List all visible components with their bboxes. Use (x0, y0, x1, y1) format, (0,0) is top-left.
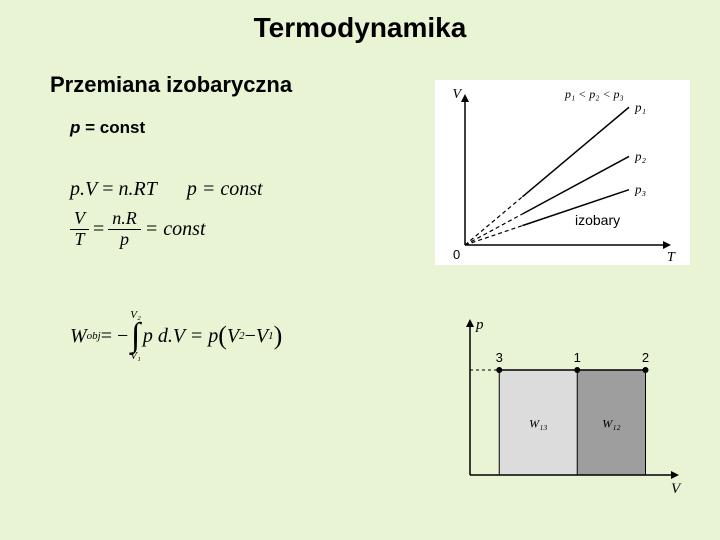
svg-text:2: 2 (642, 350, 649, 365)
svg-text:T: T (667, 250, 676, 265)
svg-text:V: V (452, 87, 462, 102)
frac-nr-p: n.R p (108, 209, 141, 250)
svg-text:V: V (671, 481, 682, 497)
equation-block: p.V = n.RT p = const V T = n.R p = const (70, 178, 263, 258)
eq3: V T = n.R p = const (70, 209, 206, 250)
equation-row-2: V T = n.R p = const (70, 209, 263, 250)
isobars-chart: p₁ p₂ p₃ V T 0 izobary p₁ < p₂ < p₃ (435, 80, 690, 265)
integral-icon: V₂ ∫ V₁ (130, 310, 141, 362)
work-chart: 3 1 2 W₁₃ W₁₂ p V (435, 300, 690, 505)
svg-text:p: p (475, 317, 484, 333)
svg-text:p₃: p₃ (634, 182, 646, 197)
isobars-svg: p₁ p₂ p₃ V T 0 izobary p₁ < p₂ < p₃ (435, 80, 690, 265)
page-title: Termodynamika (0, 0, 720, 44)
svg-text:W₁₃: W₁₃ (529, 417, 547, 431)
work-equation: Wobj = − V₂ ∫ V₁ p d.V = p ( V2 − V1 ) (70, 310, 282, 362)
frac-v-t: V T (70, 209, 89, 250)
svg-text:p₂: p₂ (634, 148, 647, 163)
equation-row-1: p.V = n.RT p = const (70, 178, 263, 201)
eq1: p.V = n.RT (70, 178, 157, 201)
condition-rest: = const (80, 118, 145, 137)
svg-text:p₁ < p₂ < p₃: p₁ < p₂ < p₃ (564, 87, 624, 101)
svg-text:p₁: p₁ (634, 99, 646, 114)
condition-variable: p (70, 118, 80, 137)
eq2: p = const (187, 178, 263, 201)
svg-text:1: 1 (574, 350, 581, 365)
svg-text:W₁₂: W₁₂ (602, 417, 620, 431)
svg-text:0: 0 (453, 247, 460, 262)
svg-text:3: 3 (496, 350, 503, 365)
svg-text:izobary: izobary (575, 212, 620, 228)
work-svg: 3 1 2 W₁₃ W₁₂ p V (435, 300, 690, 505)
